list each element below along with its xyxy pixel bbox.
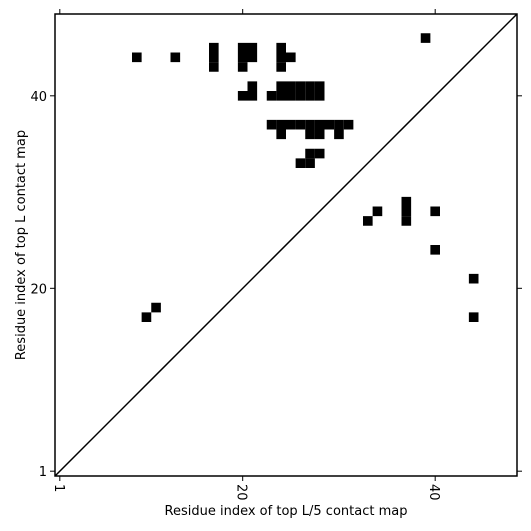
y-axis-label: Residue index of top L contact map [14,130,29,360]
x-tick-label: 1 [51,484,66,492]
contact-cell [305,91,315,101]
contact-cell [276,42,286,53]
diagonal-line [54,13,518,477]
contact-cell [247,81,258,91]
contact-cell [132,52,142,63]
y-tick-label: 40 [30,90,47,105]
x-tick-label: 40 [426,484,441,501]
contact-cell [276,81,286,91]
contact-cell [314,81,325,91]
contact-cell [237,42,248,53]
contact-cell [286,81,296,91]
contact-cell [372,206,383,217]
contact-cell [305,148,315,159]
contact-cell [295,81,306,91]
contact-cell [430,206,440,217]
contact-cell [209,42,219,53]
contact-cell [468,312,479,322]
contact-cell [276,91,286,101]
contact-cell [276,129,286,140]
plot-frame [54,13,518,477]
contact-cell [314,91,325,101]
y-tick-label: 20 [30,282,47,297]
contact-cell [334,129,344,140]
contact-cell [401,206,412,217]
contact-cell [334,119,344,130]
contact-cell [151,302,161,313]
contact-cell [276,119,286,130]
contact-cell [295,119,306,130]
contact-cell [266,91,277,101]
contact-cell [286,52,296,63]
contact-cell [247,42,258,53]
contact-cell [286,91,296,101]
contact-cell [343,119,354,130]
contact-cell [314,148,325,159]
contact-cell [286,119,296,130]
contact-cell [305,158,315,168]
contact-cell [314,119,325,130]
contact-cell [247,52,258,63]
contact-cell [363,216,373,226]
contact-cell [266,119,277,130]
contact-cell [430,245,440,255]
contact-cell [276,52,286,63]
contact-cell [420,33,431,43]
contact-cell [314,129,325,140]
contact-cell [141,312,152,322]
contact-cell [305,119,315,130]
contact-cell [305,81,315,91]
x-tick-label: 20 [234,484,249,501]
contact-cell [295,91,306,101]
contact-cell [468,273,479,284]
contact-cell [401,196,412,207]
contact-cell [209,62,219,72]
contact-cell [401,216,412,226]
contact-cell [170,52,181,63]
y-tick-label: 1 [39,465,47,480]
contact-cell [305,129,315,140]
contact-cell [247,91,258,101]
contact-cell [324,119,335,130]
x-axis-label: Residue index of top L/5 contact map [165,504,408,519]
contact-cell [276,62,286,72]
contact-cell [209,52,219,63]
contact-cell [237,62,248,72]
contact-cell [237,52,248,63]
contact-cell [295,158,306,168]
contact-cell [237,91,248,101]
